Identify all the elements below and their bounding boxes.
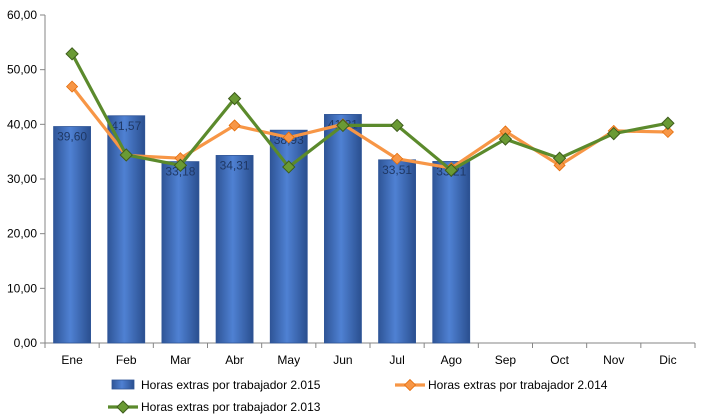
y-tick-label: 30,00 — [7, 172, 37, 186]
legend-label: Horas extras por trabajador 2.014 — [428, 378, 608, 392]
series-marker — [661, 125, 674, 139]
legend-label: Horas extras por trabajador 2.013 — [141, 400, 321, 414]
x-tick-label: Dic — [659, 353, 676, 367]
series-marker — [661, 116, 675, 130]
series-marker — [282, 131, 295, 144]
series-marker — [607, 126, 621, 141]
x-tick-label: Nov — [603, 353, 624, 367]
bar — [161, 161, 200, 344]
bar-data-label: 41,57 — [111, 119, 141, 133]
plot-area: 0,00 10,00 20,00 30,00 40,00 50,00 60,00 Ene Feb… — [7, 8, 696, 367]
series-marker — [336, 118, 350, 133]
legend-swatch-marker — [116, 400, 130, 414]
x-tick-label: Feb — [116, 353, 137, 367]
y-tick-label: 50,00 — [7, 63, 37, 77]
y-tick-label: 60,00 — [7, 8, 37, 22]
y-tick-label: 20,00 — [7, 227, 37, 241]
bar — [378, 159, 416, 344]
series-marker — [173, 158, 188, 173]
series-marker — [498, 132, 513, 146]
legend-label: Horas extras por trabajador 2.015 — [141, 378, 321, 392]
series-marker — [391, 152, 404, 165]
x-tick-label: May — [277, 353, 300, 367]
y-tick-label: 0,00 — [14, 336, 38, 350]
series-marker — [227, 91, 242, 106]
series-marker — [228, 119, 241, 132]
bar — [215, 155, 254, 344]
y-tick-label: 10,00 — [7, 281, 37, 295]
x-tick-label: Ene — [61, 353, 83, 367]
bar-data-label: 39,60 — [57, 130, 87, 144]
legend: Horas extras por trabajador 2.015 Horas e… — [108, 378, 608, 414]
x-tick-label: Oct — [550, 353, 569, 367]
series-marker — [553, 159, 566, 172]
series-marker — [119, 148, 133, 162]
x-tick-label: Mar — [170, 353, 191, 367]
x-tick-label: Jun — [333, 353, 352, 367]
bar-data-label: 33,51 — [382, 163, 412, 177]
bar — [324, 114, 362, 344]
bar — [53, 126, 91, 344]
x-tick-label: Jul — [389, 353, 404, 367]
legend-swatch — [111, 379, 135, 390]
series-marker — [552, 151, 567, 165]
bar-data-label: 34,31 — [220, 158, 250, 172]
series-marker — [65, 47, 79, 61]
x-tick-label: Abr — [225, 353, 244, 367]
series-line — [70, 53, 669, 172]
series-line — [70, 85, 668, 170]
x-tick-label: Sep — [495, 353, 517, 367]
series-marker — [444, 163, 458, 177]
bar — [432, 161, 471, 344]
series-marker — [282, 160, 296, 174]
y-tick-label: 40,00 — [7, 117, 37, 131]
series-marker — [66, 80, 79, 93]
legend-swatch-marker — [403, 378, 417, 392]
series-marker — [390, 118, 404, 133]
x-tick-label: Ago — [441, 353, 463, 367]
